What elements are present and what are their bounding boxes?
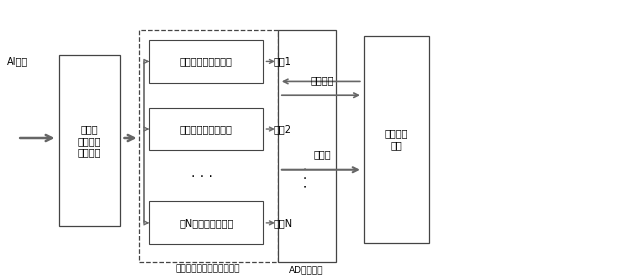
Bar [139,30,278,262]
Text: 通道2: 通道2 [274,124,292,134]
Bar [149,201,263,244]
Text: 数字控制
模块: 数字控制 模块 [384,129,408,150]
Text: · · ·: · · · [191,170,213,184]
Bar [278,30,336,262]
Text: 第N路放大调理电路: 第N路放大调理电路 [179,218,234,228]
Text: · · ·: · · · [300,166,313,188]
Bar [149,108,263,150]
Text: 通道N: 通道N [274,218,293,228]
Text: 采样值: 采样值 [314,150,331,160]
Text: 控制信号: 控制信号 [311,75,334,85]
Text: 第二路放大调理电路: 第二路放大调理电路 [180,124,233,134]
Text: 并行多路模拟放大调理电路: 并行多路模拟放大调理电路 [176,264,240,273]
Text: 通道1: 通道1 [274,56,292,66]
Text: AI输入: AI输入 [7,56,28,66]
Text: AD采样模块: AD采样模块 [289,266,324,275]
Bar [364,36,429,243]
Bar [59,55,120,226]
Text: 第一路放大调理电路: 第一路放大调理电路 [180,56,233,67]
Text: 第一级
模拟放大
调理电路: 第一级 模拟放大 调理电路 [78,124,101,157]
Bar [149,40,263,83]
